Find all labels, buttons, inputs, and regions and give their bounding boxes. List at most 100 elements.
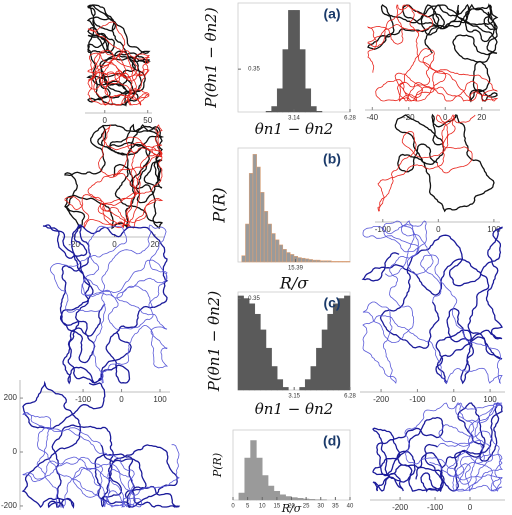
histogram-bar [256, 166, 261, 263]
histogram-bar [275, 239, 280, 263]
polymer-conformation [49, 224, 169, 384]
histogram-bar [297, 498, 304, 501]
x-tick-label: 0 [112, 240, 117, 249]
histogram-bar [297, 257, 302, 263]
histogram-bar [285, 496, 292, 501]
histogram-bar [265, 111, 272, 113]
x-tick-label: 25 [303, 504, 310, 510]
x-tick-label: -100 [427, 503, 444, 512]
histogram-bar [262, 475, 269, 501]
panel-label: (d) [323, 433, 341, 449]
x-axis-label: θn1 − θn2 [255, 120, 334, 138]
histogram-bar [288, 10, 295, 113]
x-tick-label: 100 [487, 225, 501, 234]
histogram-bar [293, 10, 300, 113]
histogram-bar [267, 485, 275, 501]
y-tick-label: 200 [4, 393, 18, 402]
histogram-bar [282, 49, 289, 113]
histogram-bar [327, 313, 334, 391]
polymer-conformation [64, 124, 164, 229]
histogram-bar [299, 387, 306, 391]
x-tick-label: 0 [231, 504, 235, 510]
y-tick-label: 0.35 [248, 296, 260, 302]
panel-label: (b) [323, 151, 341, 167]
histogram-bar [276, 379, 284, 391]
histogram-bar [250, 440, 257, 501]
y-tick-label: 0.35 [248, 67, 260, 73]
histogram-bar [279, 494, 286, 501]
x-tick-label: -40 [367, 113, 379, 122]
histogram-bar [301, 257, 306, 263]
polymer-conformation [42, 223, 169, 385]
histogram-bar [346, 261, 351, 263]
histogram-bar [244, 457, 251, 501]
histogram-bar [299, 49, 306, 113]
panel-label: (a) [323, 6, 340, 22]
histogram-bar [316, 111, 323, 113]
x-axis-label: R/σ [281, 502, 302, 515]
x-tick-label: 20 [288, 504, 295, 510]
histogram-bar [308, 259, 313, 263]
x-tick-label: 0 [443, 113, 448, 122]
histogram-bar [304, 258, 310, 263]
x-tick-label: 50 [143, 116, 152, 125]
histogram-bar [290, 254, 295, 263]
panel-label: (c) [323, 295, 340, 311]
x-tick-label: 5 [246, 504, 250, 510]
x-tick-label: -20 [68, 240, 80, 249]
histogram-bar [238, 492, 245, 501]
x-tick-label: -200 [373, 395, 390, 404]
polymer-conformation [394, 113, 495, 213]
x-tick-label: 3.15 [288, 394, 300, 400]
x-tick-label: 0 [452, 395, 457, 404]
x-tick-label: 0 [103, 116, 108, 125]
y-tick-label: 0 [13, 447, 18, 456]
histogram-bar [263, 211, 269, 263]
histogram-bar [256, 457, 263, 501]
polymer-conformation [367, 3, 499, 103]
histogram-bar [245, 223, 250, 263]
histogram-bar [265, 347, 272, 391]
x-tick-label: 0 [119, 395, 124, 404]
histogram-bar [332, 303, 340, 391]
histogram-bar [304, 88, 312, 113]
x-tick-label: -100 [75, 395, 92, 404]
x-axis-label: R/σ [279, 274, 309, 293]
histogram-bar [344, 295, 351, 391]
histogram-bar [334, 261, 340, 263]
x-tick-label: 0 [468, 503, 473, 512]
polymer-conformation [362, 220, 503, 385]
histogram-bar [248, 173, 254, 263]
histogram-bar [278, 244, 284, 263]
x-tick-label: 0 [436, 225, 441, 234]
histogram-bar [282, 387, 289, 391]
x-tick-label: 6.28 [344, 116, 356, 122]
histogram-bar [323, 260, 328, 263]
x-tick-label: 30 [317, 504, 324, 510]
histogram-bar [271, 106, 278, 113]
polymer-conformation [404, 402, 503, 492]
polymer-conformation [367, 4, 499, 102]
histogram-bar [243, 298, 250, 391]
x-axis-label: θn1 − θn2 [255, 400, 334, 418]
histogram-bar [252, 154, 257, 263]
histogram-bar [260, 192, 265, 263]
polymer-conformation [361, 226, 503, 385]
y-axis-label: P(θn1 − θn2) [202, 7, 220, 109]
x-tick-label: 20 [150, 240, 159, 249]
histogram-bar [338, 261, 343, 263]
histogram-bar [271, 233, 276, 263]
histogram-bar [260, 329, 267, 391]
y-axis-label: P(θn1 − θn2) [205, 291, 223, 393]
histogram-bar [308, 499, 316, 501]
histogram-bar [312, 259, 317, 263]
histogram-bar [319, 260, 325, 263]
x-tick-label: 15.39 [288, 266, 304, 272]
histogram-bar [241, 255, 246, 263]
histogram-bar [327, 260, 332, 263]
histogram-bar [338, 298, 345, 391]
histogram-bar [267, 223, 272, 263]
x-tick-label: 15 [274, 504, 281, 510]
histogram-bar [254, 313, 261, 391]
